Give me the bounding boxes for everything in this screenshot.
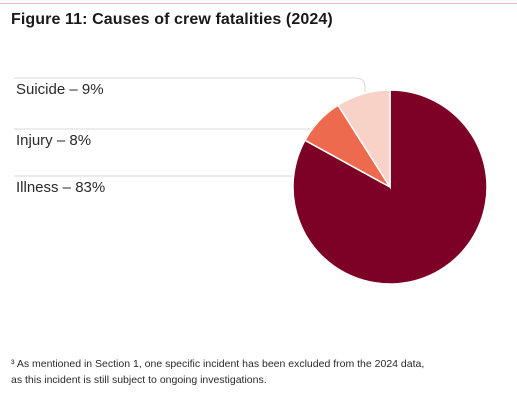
leader-lines	[14, 77, 366, 177]
pie-chart	[14, 77, 488, 285]
footnote: ³ As mentioned in Section 1, one specifi…	[11, 356, 511, 388]
pie-slice-suicide	[336, 89, 391, 190]
pie-slices	[292, 89, 488, 285]
footnote-line-2: as this incident is still subject to ong…	[11, 374, 267, 386]
legend-label-illness: Illness – 83%	[16, 179, 106, 196]
top-divider	[0, 3, 517, 4]
legend-label-injury: Injury – 8%	[16, 132, 92, 149]
pie-slice-illness	[292, 89, 488, 285]
footnote-line-1: ³ As mentioned in Section 1, one specifi…	[11, 358, 425, 370]
leader-line-suicide	[14, 77, 366, 92]
legend-label-suicide: Suicide – 9%	[16, 81, 104, 98]
figure-title: Figure 11: Causes of crew fatalities (20…	[11, 11, 333, 28]
